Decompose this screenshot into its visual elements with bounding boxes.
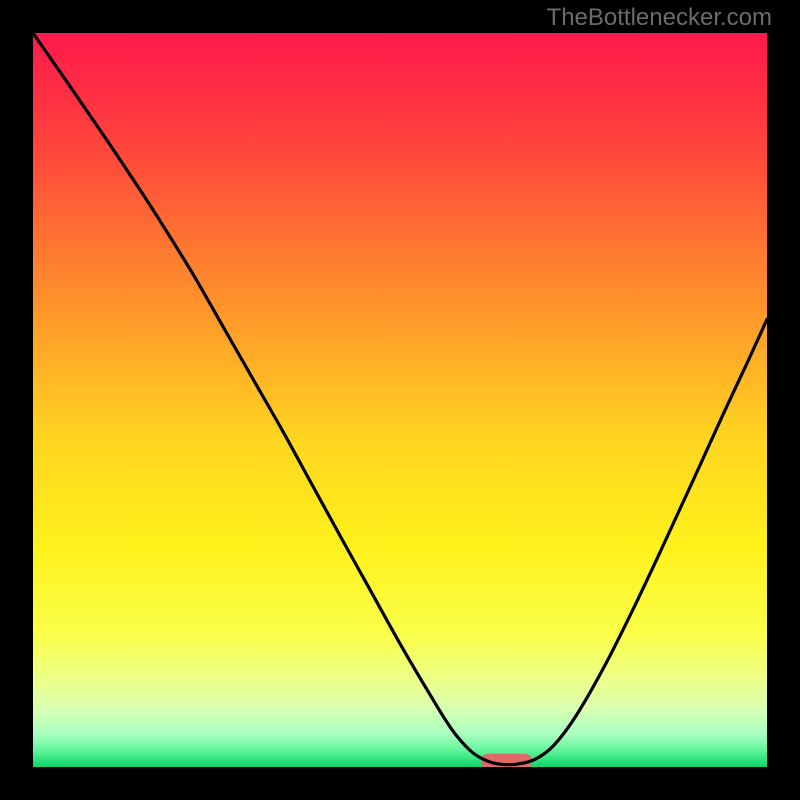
bottleneck-curve [33,33,767,767]
watermark-text: TheBottlenecker.com [547,4,772,32]
chart-container: TheBottlenecker.com [0,0,800,800]
curve-line [33,33,767,765]
plot-area [33,33,767,767]
